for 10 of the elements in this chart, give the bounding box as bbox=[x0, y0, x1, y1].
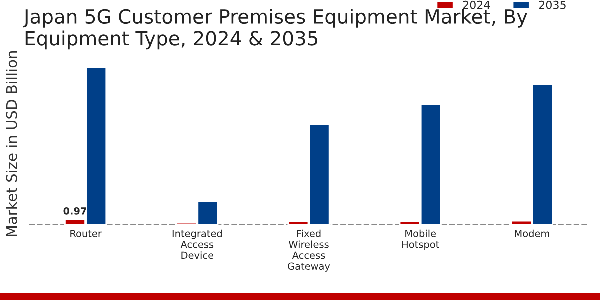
annotation: 0.97 bbox=[64, 207, 86, 215]
y-axis-title: Market Size in USD Billion bbox=[6, 52, 18, 236]
x-tick-label: Integrated Access Device bbox=[172, 230, 222, 260]
legend-label: 2024 bbox=[463, 0, 490, 10]
x-tick-label: Fixed Wireless Access Gateway bbox=[288, 230, 330, 272]
chart-title: Japan 5G Customer Premises Equipment Market, By Equipment Type, 2024 & 2035 bbox=[22, 9, 528, 50]
x-tick-label: Router bbox=[70, 230, 102, 238]
x-tick-label: Mobile Hotspot bbox=[402, 230, 440, 250]
legend-label: 2035 bbox=[539, 0, 566, 10]
x-tick-label: Modem bbox=[515, 230, 550, 238]
